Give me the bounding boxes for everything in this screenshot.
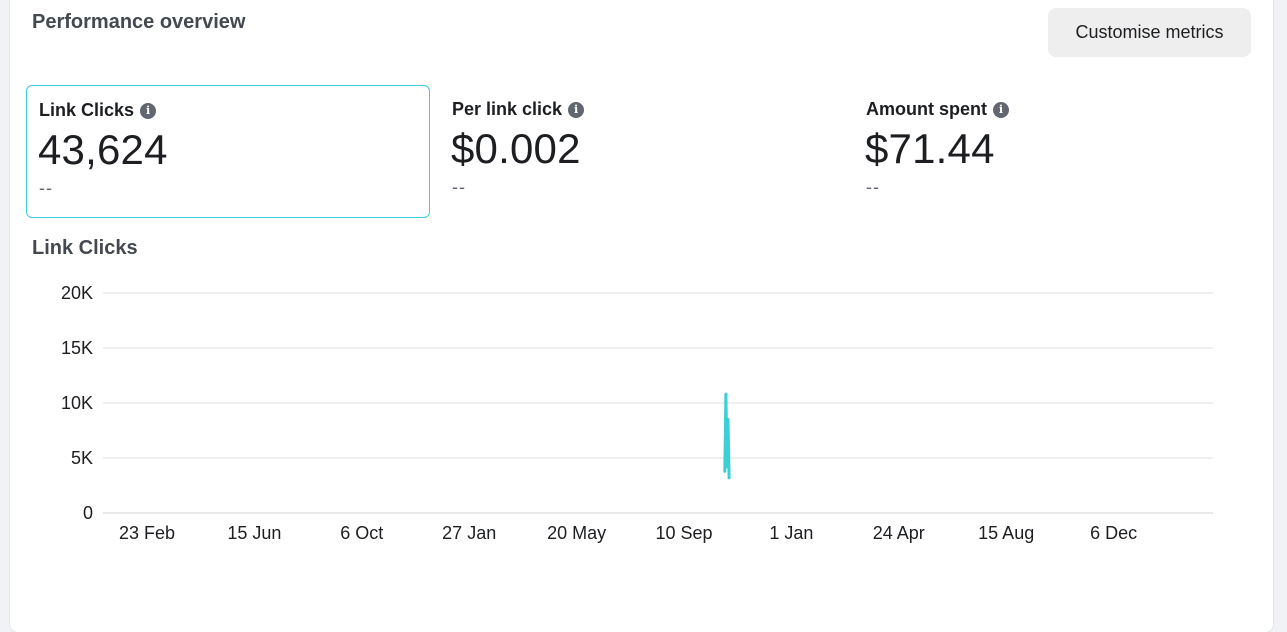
metric-delta: -- <box>39 178 53 198</box>
performance-overview-card <box>10 0 1273 632</box>
data-point <box>723 469 727 473</box>
y-tick-label: 10K <box>61 393 93 413</box>
data-point <box>726 418 730 421</box>
info-icon[interactable]: i <box>140 102 157 119</box>
page-title: Performance overview <box>32 11 246 33</box>
data-point <box>725 465 729 469</box>
x-tick-label: 24 Apr <box>873 523 925 543</box>
y-tick-label: 20K <box>61 283 93 303</box>
metric-label: Per link click <box>452 99 563 119</box>
customise-metrics-button[interactable]: Customise metrics <box>1048 8 1251 57</box>
y-tick-label: 5K <box>71 448 93 468</box>
metric-card-amount-spent[interactable]: Amount spent i $71.44 -- <box>854 85 1258 218</box>
x-tick-label: 23 Feb <box>119 523 175 543</box>
x-tick-label: 27 Jan <box>442 523 496 543</box>
y-tick-label: 0 <box>83 503 93 523</box>
metric-card-link-clicks[interactable]: Link Clicks i 43,624 -- <box>26 85 430 218</box>
info-icon[interactable]: i <box>993 101 1009 118</box>
metric-delta: -- <box>866 177 880 197</box>
series-line <box>723 392 731 480</box>
x-tick-label: 1 Jan <box>769 523 813 543</box>
metric-value: 43,624 <box>38 126 168 173</box>
metric-label: Amount spent <box>866 99 987 119</box>
y-tick-label: 15K <box>61 338 93 358</box>
metric-value: $0.002 <box>451 125 581 172</box>
x-tick-label: 20 May <box>547 523 606 543</box>
metric-header: Link Clicks i <box>39 100 157 121</box>
link-clicks-chart: 0 5K 10K 15K 20K 23 Feb 15 Jun 6 Oct 27 Jan 20 Ma… <box>61 283 1213 543</box>
info-icon[interactable]: i <box>568 101 585 118</box>
metric-delta: -- <box>452 177 466 197</box>
x-tick-label: 15 Aug <box>978 523 1034 543</box>
chart-title: Link Clicks <box>32 237 138 259</box>
metric-header: Amount spent i <box>866 99 1009 120</box>
metric-header: Per link click i <box>452 99 585 120</box>
metric-label: Link Clicks <box>39 100 135 120</box>
metric-value: $71.44 <box>865 125 995 172</box>
x-tick-label: 10 Sep <box>655 523 712 543</box>
data-point <box>724 392 728 396</box>
x-tick-label: 6 Oct <box>340 523 383 543</box>
data-point <box>727 476 731 480</box>
x-tick-label: 15 Jun <box>227 523 281 543</box>
x-tick-label: 6 Dec <box>1090 523 1137 543</box>
metric-card-per-link-click[interactable]: Per link click i $0.002 -- <box>440 85 844 218</box>
